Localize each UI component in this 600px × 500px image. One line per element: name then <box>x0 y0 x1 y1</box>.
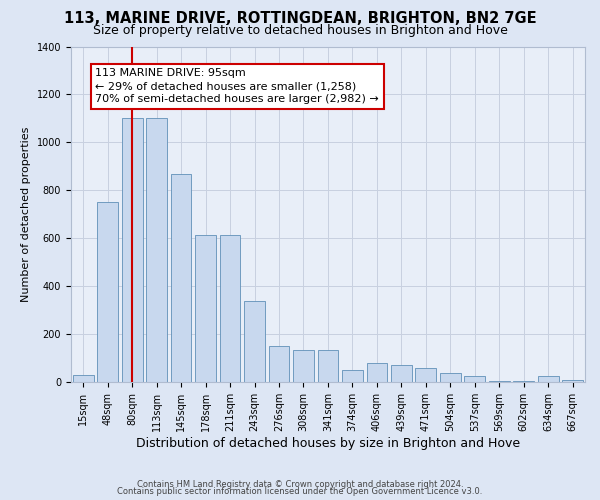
Bar <box>170 174 191 382</box>
Bar <box>269 346 289 382</box>
Bar <box>317 350 338 382</box>
Bar <box>464 376 485 382</box>
Bar <box>415 368 436 382</box>
Bar <box>391 365 412 382</box>
Text: Contains HM Land Registry data © Crown copyright and database right 2024.: Contains HM Land Registry data © Crown c… <box>137 480 463 489</box>
Text: Size of property relative to detached houses in Brighton and Hove: Size of property relative to detached ho… <box>92 24 508 37</box>
Text: 113 MARINE DRIVE: 95sqm
← 29% of detached houses are smaller (1,258)
70% of semi: 113 MARINE DRIVE: 95sqm ← 29% of detache… <box>95 68 379 104</box>
Bar <box>146 118 167 382</box>
Bar <box>342 370 363 382</box>
Y-axis label: Number of detached properties: Number of detached properties <box>21 126 31 302</box>
Bar <box>293 350 314 382</box>
Bar <box>514 381 534 382</box>
Bar <box>538 376 559 382</box>
X-axis label: Distribution of detached houses by size in Brighton and Hove: Distribution of detached houses by size … <box>136 437 520 450</box>
Text: 113, MARINE DRIVE, ROTTINGDEAN, BRIGHTON, BN2 7GE: 113, MARINE DRIVE, ROTTINGDEAN, BRIGHTON… <box>64 11 536 26</box>
Bar <box>195 235 216 382</box>
Bar <box>367 363 388 382</box>
Bar <box>244 301 265 382</box>
Bar <box>73 375 94 382</box>
Bar <box>440 373 461 382</box>
Bar <box>562 380 583 382</box>
Bar <box>489 381 510 382</box>
Bar <box>97 202 118 382</box>
Bar <box>220 235 241 382</box>
Text: Contains public sector information licensed under the Open Government Licence v3: Contains public sector information licen… <box>118 488 482 496</box>
Bar <box>122 118 143 382</box>
